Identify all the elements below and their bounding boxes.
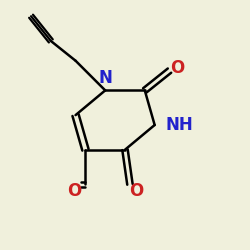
Text: O: O <box>129 182 143 200</box>
Text: N: N <box>98 69 112 87</box>
Text: NH: NH <box>166 116 194 134</box>
Text: O: O <box>170 59 184 77</box>
Text: O: O <box>67 182 82 200</box>
